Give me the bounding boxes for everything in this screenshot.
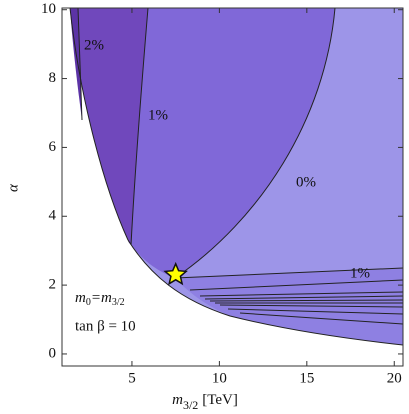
y-tick-label: 8 (49, 70, 57, 86)
note-part: m (75, 290, 86, 306)
x-label-part: 3/2 (183, 398, 198, 412)
note-part: 3/2 (112, 297, 125, 308)
y-tick-label: 4 (49, 208, 57, 224)
y-axis-label: α (5, 183, 21, 192)
contour-label: 2% (84, 37, 104, 53)
contour-label: 1% (148, 107, 168, 123)
note-part: =m (91, 290, 112, 306)
y-tick-label: 6 (49, 139, 57, 155)
contour-regions (69, 8, 403, 346)
x-tick-label: 20 (387, 370, 402, 386)
x-axis-label: m3/2 [TeV] (172, 392, 238, 411)
region (175, 268, 403, 345)
x-tick-label: 5 (128, 370, 136, 386)
star-marker (163, 261, 188, 286)
note-part: 0 (86, 297, 91, 308)
contour-label: 1% (350, 265, 370, 281)
y-tick-label: 0 (49, 345, 57, 361)
y-tick-label: 2 (49, 277, 57, 293)
contour-label: 0% (296, 174, 316, 190)
note: tan β = 10 (75, 318, 136, 334)
region (70, 8, 148, 245)
x-label-part: [TeV] (202, 392, 238, 408)
x-tick-label: 10 (212, 370, 227, 386)
y-tick-label: 10 (41, 1, 56, 17)
x-tick-label: 15 (299, 370, 314, 386)
contour-lines (69, 8, 403, 346)
note: m0=m3/2 (75, 290, 125, 308)
plot-frame (61, 7, 404, 367)
x-label-part: m (172, 392, 183, 408)
